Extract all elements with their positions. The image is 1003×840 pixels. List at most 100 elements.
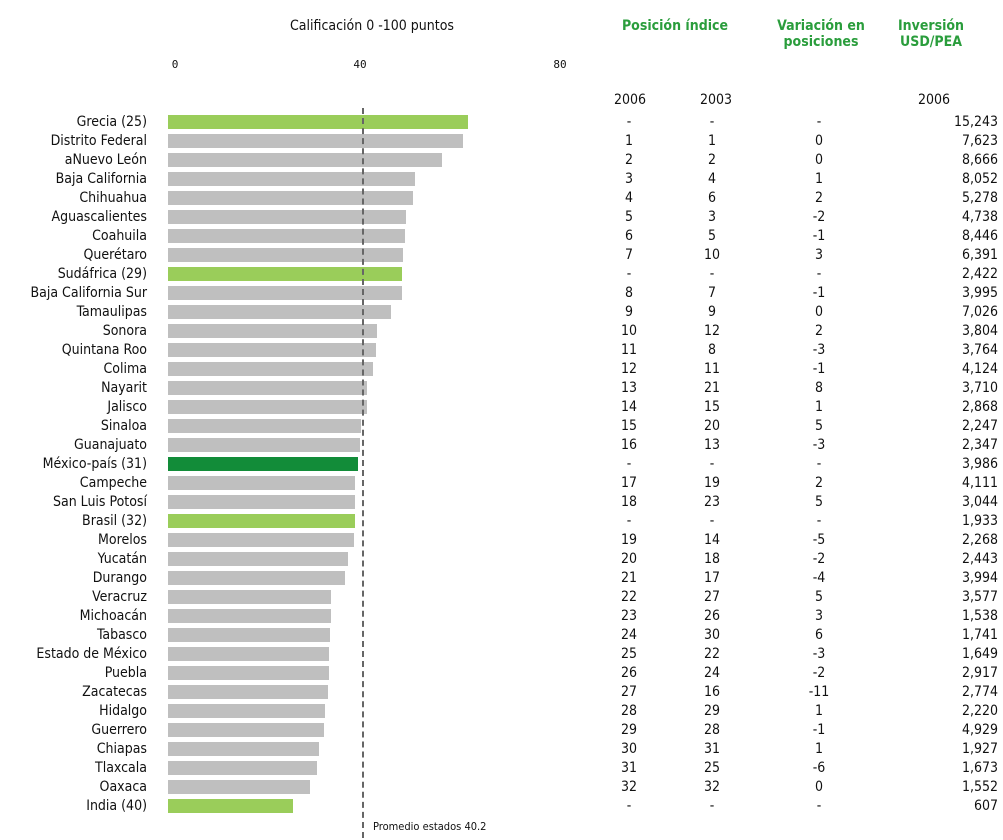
table-row: Veracruz 22 27 5 3,577 — [0, 588, 1003, 607]
bar-state — [168, 723, 324, 737]
investment-cell: 7,026 — [961, 304, 998, 320]
variation-cell: 0 — [814, 152, 823, 168]
category-label: Grecia (25) — [76, 114, 147, 130]
category-label: Tamaulipas — [76, 304, 147, 320]
table-row: Jalisco 14 15 1 2,868 — [0, 398, 1003, 417]
variation-cell: -1 — [812, 228, 826, 244]
variation-cell: -3 — [812, 437, 826, 453]
category-label: Hidalgo — [99, 703, 147, 719]
x-tick-label: 40 — [353, 58, 367, 71]
variation-cell: 0 — [814, 304, 823, 320]
table-row: Yucatán 20 18 -2 2,443 — [0, 550, 1003, 569]
position-2003-cell: 27 — [703, 589, 721, 605]
position-2006-cell: 15 — [620, 418, 638, 434]
position-2003-cell: 7 — [707, 285, 716, 301]
variation-cell: 2 — [814, 190, 823, 206]
bar-state — [168, 761, 317, 775]
bar-state — [168, 704, 325, 718]
variation-cell: -6 — [812, 760, 826, 776]
position-2003-cell: 14 — [703, 532, 721, 548]
position-2006-cell: 14 — [620, 399, 638, 415]
table-row: Guanajuato 16 13 -3 2,347 — [0, 436, 1003, 455]
category-label: Coahuila — [92, 228, 147, 244]
year-pos-2006: 2006 — [614, 92, 647, 108]
position-2006-cell: - — [626, 456, 632, 472]
position-2003-cell: 11 — [703, 361, 721, 377]
table-row: Chihuahua 4 6 2 5,278 — [0, 189, 1003, 208]
category-label: Tlaxcala — [95, 760, 147, 776]
position-2006-cell: 3 — [624, 171, 633, 187]
investment-cell: 2,443 — [961, 551, 998, 567]
category-label: Guanajuato — [73, 437, 147, 453]
table-row: Puebla 26 24 -2 2,917 — [0, 664, 1003, 683]
variation-cell: 5 — [814, 418, 823, 434]
table-row: Morelos 19 14 -5 2,268 — [0, 531, 1003, 550]
bar-state — [168, 666, 329, 680]
table-row: Zacatecas 27 16 -11 2,774 — [0, 683, 1003, 702]
table-row: Chiapas 30 31 1 1,927 — [0, 740, 1003, 759]
category-label: Aguascalientes — [51, 209, 147, 225]
table-row: Sinaloa 15 20 5 2,247 — [0, 417, 1003, 436]
investment-cell: 2,220 — [961, 703, 998, 719]
investment-cell: 7,623 — [961, 133, 998, 149]
position-2003-cell: 9 — [707, 304, 716, 320]
table-row: Baja California Sur 8 7 -1 3,995 — [0, 284, 1003, 303]
variation-cell: 3 — [814, 247, 823, 263]
bar-state — [168, 210, 406, 224]
investment-cell: 2,347 — [961, 437, 998, 453]
position-2003-cell: 18 — [703, 551, 721, 567]
category-label: Puebla — [104, 665, 147, 681]
position-2003-cell: 5 — [707, 228, 716, 244]
investment-cell: 2,247 — [961, 418, 998, 434]
investment-cell: 2,268 — [961, 532, 998, 548]
position-2006-cell: - — [626, 513, 632, 529]
bar-state — [168, 172, 415, 186]
position-2006-cell: 1 — [624, 133, 633, 149]
category-label: India (40) — [86, 798, 147, 814]
table-row: Hidalgo 28 29 1 2,220 — [0, 702, 1003, 721]
position-2003-cell: 17 — [703, 570, 721, 586]
table-row: San Luis Potosí 18 23 5 3,044 — [0, 493, 1003, 512]
bar-state — [168, 685, 328, 699]
bar-state — [168, 153, 442, 167]
table-row: Sudáfrica (29) - - - 2,422 — [0, 265, 1003, 284]
position-2003-cell: 6 — [707, 190, 716, 206]
variation-cell: 2 — [814, 475, 823, 491]
position-2006-cell: 6 — [624, 228, 633, 244]
bar-state — [168, 780, 310, 794]
table-row: Tamaulipas 9 9 0 7,026 — [0, 303, 1003, 322]
position-2003-cell: - — [709, 266, 715, 282]
bar-state — [168, 571, 345, 585]
position-2003-cell: 32 — [703, 779, 721, 795]
table-row: Sonora 10 12 2 3,804 — [0, 322, 1003, 341]
position-2006-cell: 20 — [620, 551, 638, 567]
position-2006-cell: 30 — [620, 741, 638, 757]
investment-cell: 4,124 — [961, 361, 998, 377]
position-2006-cell: 7 — [624, 247, 633, 263]
header-inversion: Inversión USD/PEA — [897, 18, 965, 50]
variation-cell: -5 — [812, 532, 826, 548]
investment-cell: 3,764 — [961, 342, 998, 358]
table-row: Querétaro 7 10 3 6,391 — [0, 246, 1003, 265]
table-row: Campeche 17 19 2 4,111 — [0, 474, 1003, 493]
header-variacion-posiciones: Variación en posiciones — [777, 18, 865, 50]
bar-state — [168, 628, 330, 642]
investment-cell: 4,738 — [961, 209, 998, 225]
position-2006-cell: 2 — [624, 152, 633, 168]
position-2003-cell: 1 — [707, 133, 716, 149]
position-2003-cell: 24 — [703, 665, 721, 681]
position-2006-cell: 25 — [620, 646, 638, 662]
bar-state — [168, 419, 361, 433]
category-label: aNuevo León — [64, 152, 147, 168]
bar-state — [168, 362, 373, 376]
position-2006-cell: 11 — [620, 342, 638, 358]
position-2006-cell: 32 — [620, 779, 638, 795]
bar-state — [168, 609, 331, 623]
position-2003-cell: 2 — [707, 152, 716, 168]
variation-cell: -2 — [812, 665, 826, 681]
category-label: Morelos — [98, 532, 147, 548]
bar-state — [168, 590, 331, 604]
investment-cell: 8,666 — [961, 152, 998, 168]
category-label: Zacatecas — [82, 684, 147, 700]
category-label: Campeche — [79, 475, 147, 491]
